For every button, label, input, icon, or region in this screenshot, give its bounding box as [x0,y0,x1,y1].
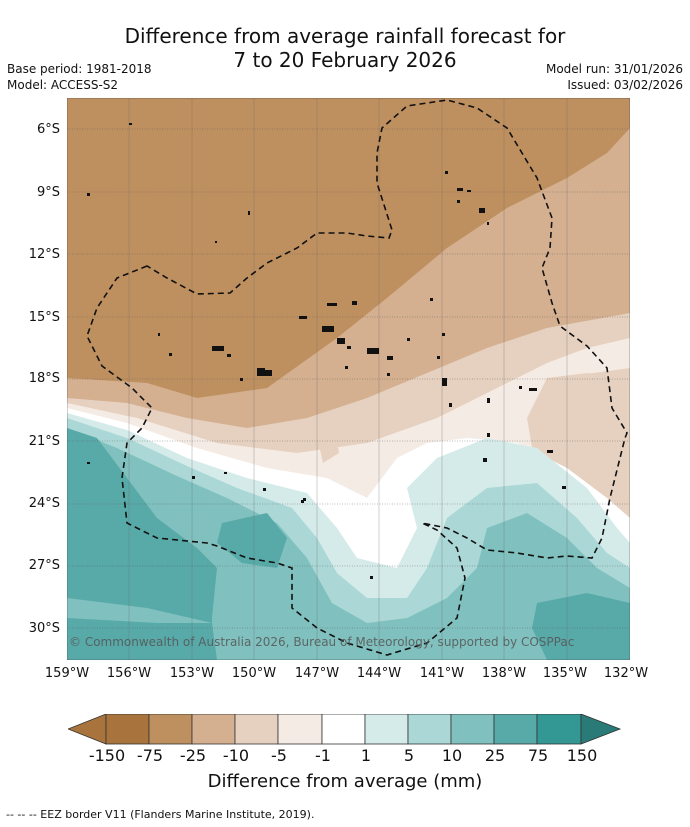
colorbar-label-6: -1 [315,746,331,765]
band-dry-light-east [557,368,630,538]
colorbar-label-10: 25 [484,746,506,765]
lon-label-135w: 135°W [542,666,588,681]
colorbar-label-12: 150 [566,746,598,765]
lat-label-30s: 30°S [28,621,60,636]
colorbar-arrow-wet [580,714,622,745]
colorbar-arrow-dry [68,714,107,745]
lat-label-6s: 6°S [36,122,60,137]
colorbar-swatch-9 [450,714,495,745]
colorbar-label-5: -5 [271,746,287,765]
colorbar-label-1: -150 [88,746,126,765]
model-name: Model: ACCESS-S2 [7,78,119,92]
colorbar-label-4: -10 [222,746,250,765]
lat-label-24s: 24°S [28,496,60,511]
colorbar-label-8: 5 [403,746,415,765]
lon-label-150w: 150°W [231,666,277,681]
lat-label-9s: 9°S [36,185,60,200]
lon-label-153w: 153°W [169,666,215,681]
meridians [128,98,568,660]
patch-wet-southwest [67,618,217,660]
issued-date: Issued: 03/02/2026 [567,78,683,92]
lat-label-21s: 21°S [28,434,60,449]
eez-borders [86,99,628,656]
lon-label-144w: 144°W [356,666,402,681]
colorbar-swatch-5 [277,714,323,745]
colorbar [68,714,622,745]
islands [87,123,566,579]
colorbar-label-7: 1 [360,746,372,765]
colorbar-swatch-6 [321,714,366,745]
colorbar-label-11: 75 [527,746,549,765]
lon-label-159w: 159°W [44,666,90,681]
lat-label-18s: 18°S [28,371,60,386]
patch-wet-west [67,428,217,623]
title-line-1: Difference from average rainfall forecas… [124,24,566,48]
base-period: Base period: 1981-2018 [7,62,152,76]
colorbar-title: Difference from average (mm) [207,771,483,792]
colorbar-swatch-1 [105,714,150,745]
colorbar-label-2: -75 [136,746,164,765]
band-dry-strong [67,98,630,398]
lon-label-147w: 147°W [294,666,340,681]
colorbar-swatch-7 [364,714,409,745]
lon-label-156w: 156°W [106,666,152,681]
model-run: Model run: 31/01/2026 [545,62,683,76]
colorbar-label-9: 10 [441,746,463,765]
colorbar-swatch-4 [234,714,279,745]
colorbar-swatch-11 [536,714,582,745]
lat-label-12s: 12°S [28,247,60,262]
lon-label-132w: 132°W [603,666,649,681]
title-line-2: 7 to 20 February 2026 [233,48,457,72]
rainfall-anomaly-map: © Commonwealth of Australia 2026, Bureau… [67,98,630,660]
patch-dry-centre [317,428,339,463]
colorbar-label-3: -25 [179,746,207,765]
colorbar-swatch-2 [148,714,193,745]
colorbar-swatch-3 [191,714,236,745]
colorbar-swatch-8 [407,714,452,745]
copyright-text: © Commonwealth of Australia 2026, Bureau… [69,635,574,649]
patch-wet-central [217,513,287,568]
colorbar-swatch-10 [493,714,538,745]
lon-label-138w: 138°W [481,666,527,681]
map-title: Difference from average rainfall forecas… [0,24,690,72]
eez-legend: -- -- -- EEZ border V11 (Flanders Marine… [6,808,315,821]
meta-right: Model run: 31/01/2026 Issued: 03/02/2026 [546,61,683,93]
meta-left: Base period: 1981-2018 Model: ACCESS-S2 [7,61,152,93]
lat-label-15s: 15°S [28,310,60,325]
patch-wet-southeast [532,593,630,660]
lat-label-27s: 27°S [28,558,60,573]
lon-label-141w: 141°W [419,666,465,681]
